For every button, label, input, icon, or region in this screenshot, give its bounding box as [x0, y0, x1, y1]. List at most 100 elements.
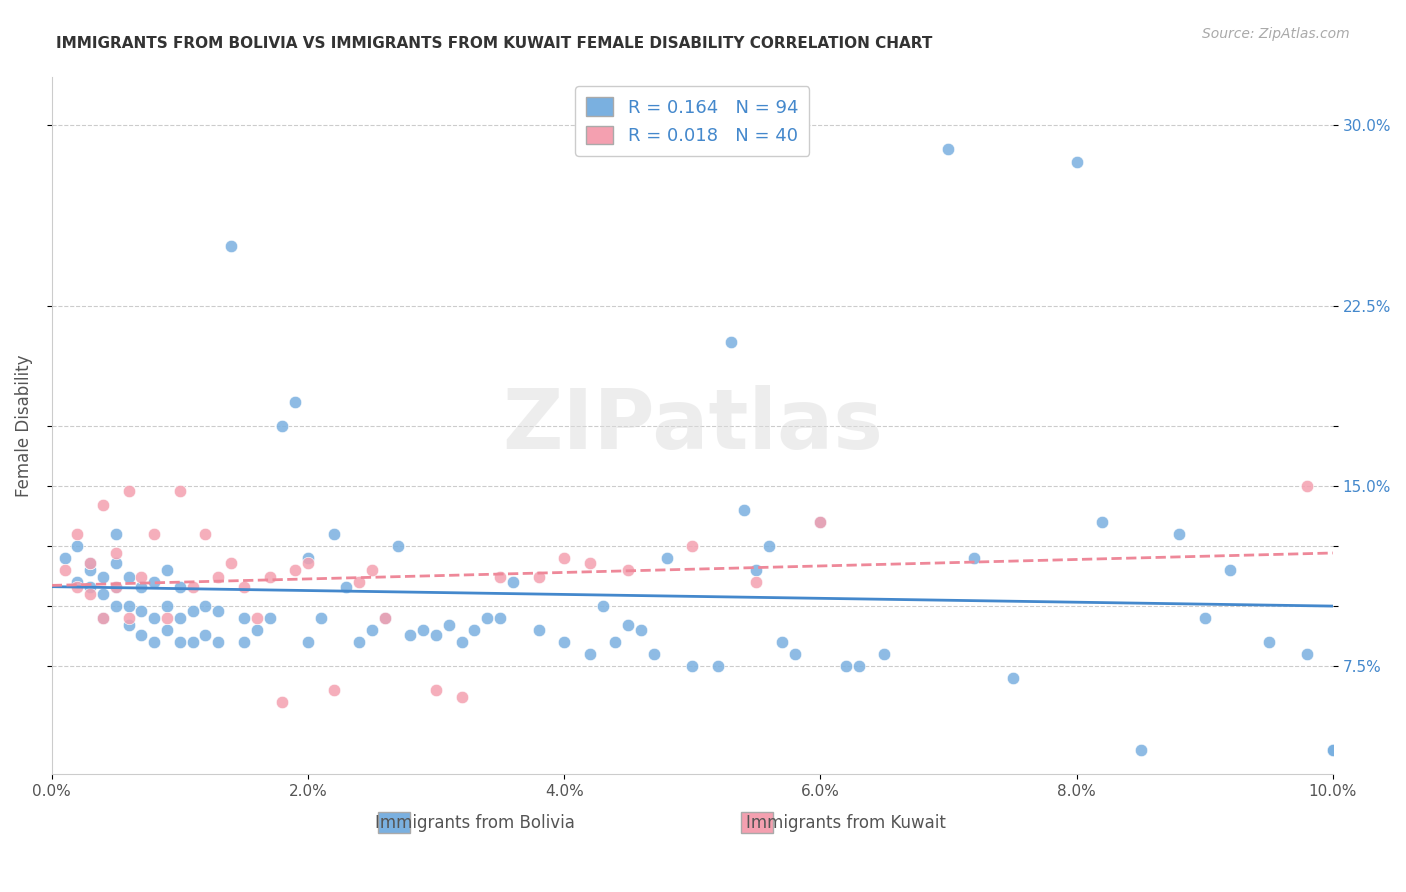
- Point: [335, 580, 357, 594]
- Point: [117, 570, 139, 584]
- Point: [617, 563, 640, 577]
- Text: IMMIGRANTS FROM BOLIVIA VS IMMIGRANTS FROM KUWAIT FEMALE DISABILITY CORRELATION : IMMIGRANTS FROM BOLIVIA VS IMMIGRANTS FR…: [56, 36, 932, 51]
- Text: Immigrants from Kuwait: Immigrants from Kuwait: [747, 814, 946, 831]
- Point: [605, 635, 627, 649]
- Point: [104, 580, 127, 594]
- Point: [848, 659, 870, 673]
- Point: [297, 635, 319, 649]
- Point: [808, 515, 831, 529]
- Point: [309, 611, 332, 625]
- Point: [259, 570, 281, 584]
- Point: [1296, 479, 1319, 493]
- Point: [104, 526, 127, 541]
- Point: [271, 418, 294, 433]
- Point: [938, 143, 960, 157]
- Point: [232, 580, 254, 594]
- Point: [783, 647, 806, 661]
- Point: [156, 599, 179, 613]
- Point: [745, 563, 768, 577]
- Point: [399, 628, 422, 642]
- Point: [655, 550, 678, 565]
- Point: [450, 635, 472, 649]
- Point: [156, 623, 179, 637]
- Point: [1129, 743, 1152, 757]
- Point: [527, 623, 550, 637]
- Point: [259, 611, 281, 625]
- Point: [527, 570, 550, 584]
- Point: [1322, 743, 1344, 757]
- Point: [66, 526, 89, 541]
- Point: [104, 556, 127, 570]
- Point: [502, 574, 524, 589]
- Point: [104, 599, 127, 613]
- Point: [91, 611, 114, 625]
- Point: [232, 611, 254, 625]
- Point: [143, 574, 166, 589]
- Point: [53, 563, 76, 577]
- Point: [720, 334, 742, 349]
- Point: [66, 539, 89, 553]
- Point: [219, 556, 242, 570]
- Point: [91, 570, 114, 584]
- Point: [578, 647, 600, 661]
- Text: ZIPatlas: ZIPatlas: [502, 385, 883, 467]
- Point: [835, 659, 858, 673]
- Point: [322, 526, 344, 541]
- Point: [745, 574, 768, 589]
- Point: [489, 570, 512, 584]
- Point: [181, 580, 204, 594]
- Point: [156, 563, 179, 577]
- Point: [1168, 526, 1191, 541]
- Point: [156, 611, 179, 625]
- Point: [104, 580, 127, 594]
- Point: [104, 546, 127, 560]
- Point: [181, 604, 204, 618]
- Point: [143, 635, 166, 649]
- Point: [361, 623, 384, 637]
- Point: [681, 539, 703, 553]
- Point: [1257, 635, 1279, 649]
- Point: [412, 623, 434, 637]
- Point: [53, 550, 76, 565]
- Point: [79, 580, 101, 594]
- Point: [194, 526, 217, 541]
- Point: [79, 556, 101, 570]
- Point: [143, 526, 166, 541]
- Point: [963, 550, 986, 565]
- Point: [592, 599, 614, 613]
- Point: [387, 539, 409, 553]
- Point: [643, 647, 665, 661]
- Point: [91, 498, 114, 512]
- Point: [374, 611, 396, 625]
- Point: [169, 580, 191, 594]
- Point: [66, 580, 89, 594]
- Point: [131, 628, 153, 642]
- Point: [143, 611, 166, 625]
- Point: [219, 238, 242, 252]
- Point: [1066, 154, 1088, 169]
- Point: [91, 587, 114, 601]
- Point: [91, 611, 114, 625]
- Point: [169, 611, 191, 625]
- Point: [617, 618, 640, 632]
- Point: [347, 635, 370, 649]
- Point: [194, 628, 217, 642]
- Point: [553, 635, 575, 649]
- Point: [425, 682, 447, 697]
- Point: [284, 563, 307, 577]
- Point: [79, 556, 101, 570]
- Point: [297, 556, 319, 570]
- Point: [79, 587, 101, 601]
- Point: [207, 604, 229, 618]
- Point: [630, 623, 652, 637]
- Point: [1322, 743, 1344, 757]
- Point: [347, 574, 370, 589]
- Point: [131, 570, 153, 584]
- Point: [1001, 671, 1024, 685]
- Point: [117, 618, 139, 632]
- Point: [232, 635, 254, 649]
- Point: [1219, 563, 1241, 577]
- Point: [194, 599, 217, 613]
- Point: [271, 695, 294, 709]
- Point: [425, 628, 447, 642]
